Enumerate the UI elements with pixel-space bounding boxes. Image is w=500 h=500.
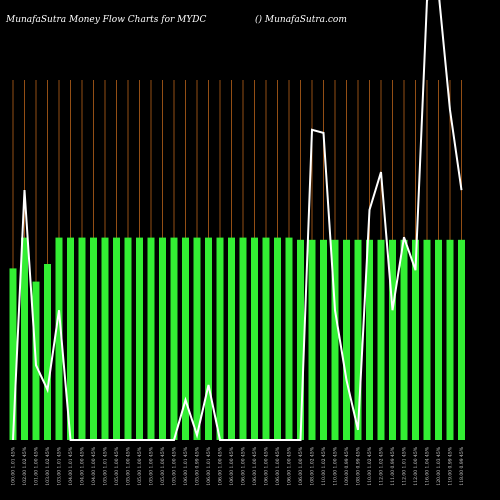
bar: [136, 237, 143, 440]
bar: [205, 237, 212, 440]
bar: [366, 239, 373, 440]
x-tick-label: 105.00 1.00 45%: [160, 446, 166, 485]
bar: [446, 239, 454, 440]
x-tick-label: 106.00 1.01 45%: [206, 446, 212, 485]
x-tick-label: 106.00 1.00 45%: [218, 446, 224, 485]
x-tick-label: 110.00 1.02 45%: [367, 446, 373, 485]
x-tick-label: 108.00 1.02 45%: [310, 446, 316, 485]
x-tick-label: 106.00 1.00 45%: [264, 446, 270, 485]
bar: [285, 237, 293, 440]
bar: [251, 237, 258, 440]
x-tick-label: 101.00 1.00 45%: [34, 446, 40, 485]
x-tick-label: 110.00 1.02 45%: [321, 446, 327, 485]
bar: [400, 239, 408, 440]
x-tick-label: 105.00 1.00 45%: [126, 446, 132, 485]
bar: [182, 237, 189, 440]
bar: [423, 239, 431, 440]
bars: [9, 237, 465, 440]
bar: [193, 237, 201, 440]
x-tick-label: 104.00 1.01 45%: [68, 446, 74, 485]
bar: [55, 237, 63, 440]
x-tick-label: 105.00 1.00 45%: [137, 446, 143, 485]
bar: [67, 237, 74, 440]
x-tick-label: 106.00 1.00 45%: [241, 446, 247, 485]
bar: [412, 239, 419, 440]
bar: [78, 237, 86, 440]
bar: [297, 239, 304, 440]
x-tick-label: 105.00 1.00 45%: [172, 446, 178, 485]
x-tick-label: 118.00 0.99 45%: [459, 446, 465, 485]
x-tick-label: 110.00 1.00 45%: [333, 446, 339, 485]
x-tick-label: 120.00 1.03 45%: [436, 446, 442, 485]
x-tick-label: 100.00 1.01 45%: [11, 446, 17, 485]
money-flow-line: [12, 0, 463, 441]
x-tick-label: 108.00 0.99 45%: [356, 446, 362, 485]
line-layer: [12, 0, 463, 441]
x-tick-label: 106.00 1.00 45%: [275, 446, 281, 485]
x-tick-label: 105.00 1.00 45%: [114, 446, 120, 485]
bar: [101, 237, 109, 440]
x-tick-label: 102.00 1.02 45%: [22, 446, 28, 485]
x-tick-label: 103.00 1.01 45%: [57, 446, 63, 485]
bar: [147, 237, 155, 440]
x-tick-label: 104.00 1.00 45%: [91, 446, 97, 485]
x-tick-label: 106.00 1.00 45%: [287, 446, 293, 485]
x-axis: 100.00 1.01 45% 102.00 1.02 45% 101.00 1.0…: [11, 446, 466, 485]
bar: [90, 237, 97, 440]
bar: [9, 268, 17, 440]
bar: [239, 237, 247, 440]
bar: [113, 237, 120, 440]
bar: [21, 237, 28, 440]
bar: [331, 239, 339, 440]
x-tick-label: 112.00 1.00 45%: [413, 446, 419, 485]
x-tick-label: 106.00 1.00 45%: [252, 446, 258, 485]
bar: [228, 237, 235, 440]
x-tick-label: 105.00 1.01 45%: [103, 446, 109, 485]
bar: [354, 239, 362, 440]
bar: [377, 239, 385, 440]
chart-title: MunafaSutra Money Flow Charts for MYDC: [5, 15, 207, 25]
x-tick-label: 106.00 1.01 45%: [183, 446, 189, 485]
x-tick-label: 112.00 1.02 45%: [379, 446, 385, 485]
bar: [320, 239, 327, 440]
bar: [159, 237, 166, 440]
bar: [44, 264, 51, 440]
x-tick-label: 104.00 1.00 45%: [80, 446, 86, 485]
x-tick-label: 103.00 1.02 45%: [45, 446, 51, 485]
x-tick-label: 105.00 0.99 45%: [195, 446, 201, 485]
x-tick-label: 111.00 0.99 45%: [390, 446, 396, 485]
x-tick-label: 109.00 0.99 45%: [344, 446, 350, 485]
x-tick-label: 119.00 0.99 45%: [448, 446, 454, 485]
x-tick-label: 112.00 1.01 45%: [402, 446, 408, 485]
bar: [435, 239, 442, 440]
bar: [343, 239, 350, 440]
x-tick-label: 106.00 1.00 45%: [298, 446, 304, 485]
bar: [274, 237, 281, 440]
x-tick-label: 106.00 1.00 45%: [229, 446, 235, 485]
bar: [308, 239, 316, 440]
bar: [124, 237, 132, 440]
bar: [262, 237, 270, 440]
bar: [170, 237, 178, 440]
bar: [389, 239, 396, 440]
chart-subtitle: () MunafaSutra.com: [255, 14, 347, 25]
x-tick-label: 116.00 1.04 45%: [425, 446, 431, 485]
bar: [458, 239, 465, 440]
x-tick-label: 105.00 1.00 45%: [149, 446, 155, 485]
bar: [216, 237, 224, 440]
